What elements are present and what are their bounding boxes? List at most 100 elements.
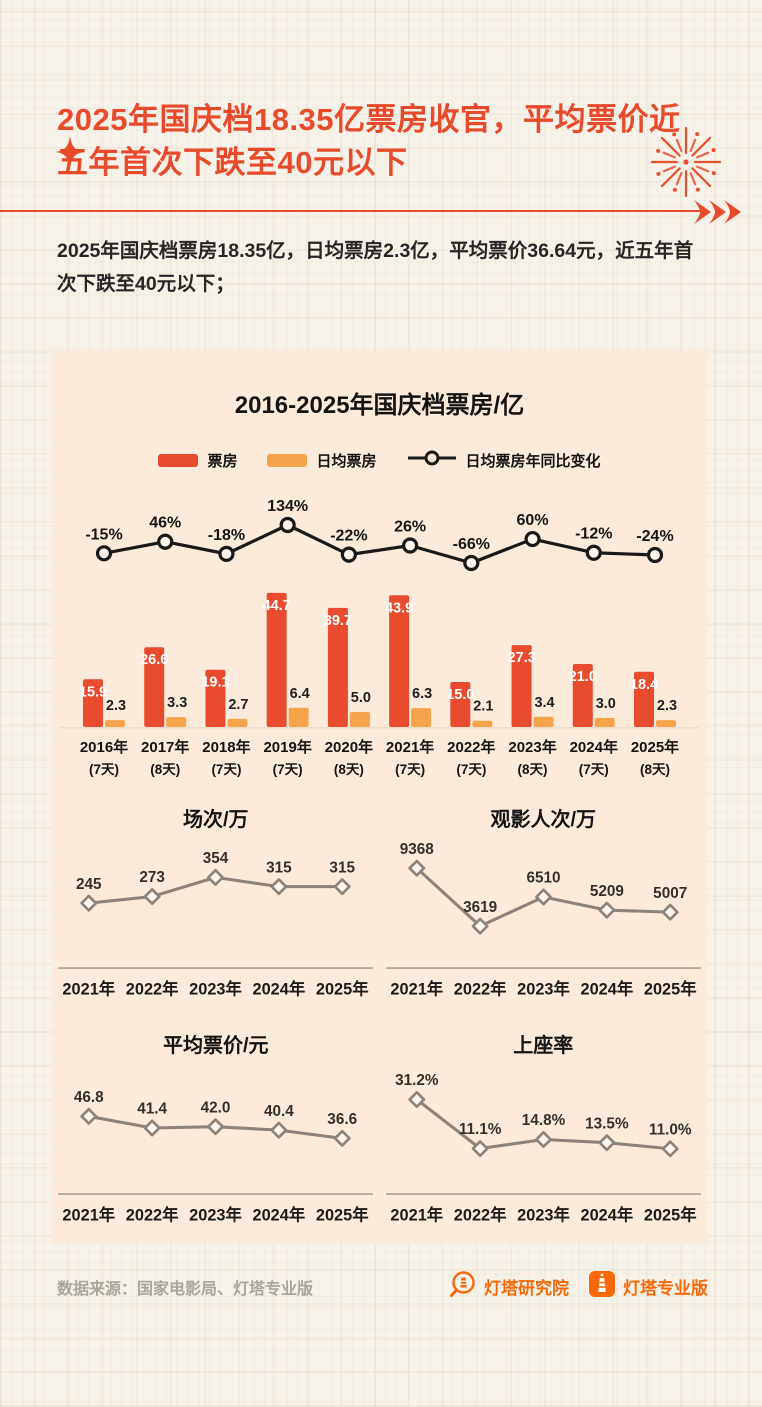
svg-text:2021年: 2021年 bbox=[63, 980, 116, 999]
dengta-research-logo: 灯塔研究院 bbox=[448, 1269, 569, 1304]
svg-text:14.8%: 14.8% bbox=[522, 1112, 566, 1129]
svg-text:2.3: 2.3 bbox=[106, 698, 126, 714]
svg-text:(8天): (8天) bbox=[640, 762, 670, 777]
footer-logos: 灯塔研究院 灯塔专业版 bbox=[448, 1269, 708, 1304]
chart-occupancy-svg: 31.2% 2021年 11.1% 2022年 14.8% 2023年 13.5% 2024年… bbox=[385, 1072, 701, 1225]
svg-text:31.2%: 31.2% bbox=[395, 1072, 439, 1089]
chart-sessions-title: 场次/万 bbox=[182, 809, 249, 832]
svg-text:3.0: 3.0 bbox=[596, 696, 616, 712]
dengta-research-label: 灯塔研究院 bbox=[484, 1279, 569, 1299]
svg-text:2025年: 2025年 bbox=[316, 1206, 369, 1225]
svg-text:2016年: 2016年 bbox=[80, 738, 128, 756]
main-combo-chart: 15.92.32016年(7天)26.63.32017年(8天)19.12.72… bbox=[60, 498, 699, 777]
svg-text:2024年: 2024年 bbox=[570, 738, 618, 756]
svg-text:3.3: 3.3 bbox=[167, 695, 187, 711]
dengta-pro-logo: 灯塔专业版 bbox=[587, 1269, 708, 1304]
chart-panel: 2016-2025年国庆档票房/亿 票房 日均票房 日均票房年同比变化 15.9… bbox=[52, 351, 707, 1244]
svg-text:-24%: -24% bbox=[636, 528, 673, 545]
chart-admissions-title: 观影人次/万 bbox=[490, 809, 597, 832]
svg-text:15.0: 15.0 bbox=[446, 687, 474, 703]
svg-text:6.3: 6.3 bbox=[412, 686, 432, 702]
svg-text:46.8: 46.8 bbox=[74, 1089, 104, 1106]
svg-text:315: 315 bbox=[266, 859, 292, 876]
svg-text:2024年: 2024年 bbox=[253, 1206, 306, 1225]
svg-text:2023年: 2023年 bbox=[517, 1206, 570, 1225]
svg-text:18.4: 18.4 bbox=[630, 677, 658, 693]
svg-text:36.6: 36.6 bbox=[328, 1111, 358, 1128]
svg-text:9368: 9368 bbox=[399, 841, 434, 858]
svg-text:-15%: -15% bbox=[85, 526, 122, 543]
svg-text:2019年: 2019年 bbox=[263, 738, 311, 756]
page-title: 2025年国庆档18.35亿票房收官，平均票价近五年首次下跌至40元以下 bbox=[57, 102, 681, 181]
svg-text:5.0: 5.0 bbox=[351, 690, 371, 706]
svg-text:-66%: -66% bbox=[453, 536, 490, 553]
svg-text:(8天): (8天) bbox=[150, 762, 180, 777]
lighthouse-app-icon bbox=[587, 1269, 617, 1304]
svg-text:19.1: 19.1 bbox=[201, 675, 229, 691]
svg-text:273: 273 bbox=[140, 869, 166, 886]
svg-text:2024年: 2024年 bbox=[580, 980, 633, 999]
chart-admissions-svg: 9368 2021年 3619 2022年 6510 2023年 5209 2024年 5007… bbox=[385, 841, 701, 999]
svg-text:(7天): (7天) bbox=[456, 762, 486, 777]
svg-text:5007: 5007 bbox=[653, 885, 687, 902]
svg-text:5209: 5209 bbox=[590, 883, 624, 900]
chart-sessions-svg: 245 2021年 273 2022年 354 2023年 315 2024年 315 2025年 bbox=[58, 850, 374, 999]
svg-text:134%: 134% bbox=[267, 498, 308, 515]
svg-text:(8天): (8天) bbox=[518, 762, 548, 777]
svg-text:2020年: 2020年 bbox=[325, 738, 373, 756]
svg-text:(8天): (8天) bbox=[334, 762, 364, 777]
svg-text:2023年: 2023年 bbox=[189, 1206, 242, 1225]
svg-text:11.0%: 11.0% bbox=[649, 1122, 692, 1139]
svg-text:2022年: 2022年 bbox=[454, 980, 507, 999]
boxoffice-swatch-icon bbox=[158, 454, 199, 468]
svg-text:21.0: 21.0 bbox=[569, 669, 597, 685]
svg-text:13.5%: 13.5% bbox=[585, 1115, 629, 1132]
svg-text:2025年: 2025年 bbox=[316, 980, 369, 999]
chart-admissions: 观影人次/万 9368 2021年 3619 2022年 6510 2023年 5209 20… bbox=[380, 803, 708, 1005]
svg-text:2021年: 2021年 bbox=[386, 738, 434, 756]
svg-text:(7天): (7天) bbox=[579, 762, 609, 777]
svg-text:2.3: 2.3 bbox=[657, 698, 677, 714]
svg-text:-22%: -22% bbox=[330, 528, 367, 545]
triple-arrow-icon bbox=[694, 199, 752, 230]
legend-item-daily-boxoffice: 日均票房 bbox=[267, 450, 377, 471]
lighthouse-badge-icon bbox=[448, 1269, 478, 1304]
svg-text:(7天): (7天) bbox=[211, 762, 241, 777]
svg-text:2022年: 2022年 bbox=[447, 738, 495, 756]
svg-text:46%: 46% bbox=[149, 515, 181, 532]
svg-text:2018年: 2018年 bbox=[202, 738, 250, 756]
svg-text:245: 245 bbox=[76, 876, 102, 893]
svg-text:2021年: 2021年 bbox=[63, 1206, 116, 1225]
svg-text:43.9: 43.9 bbox=[385, 600, 413, 616]
svg-text:26%: 26% bbox=[394, 519, 426, 536]
svg-text:2021年: 2021年 bbox=[390, 980, 443, 999]
svg-text:2025年: 2025年 bbox=[644, 980, 697, 999]
svg-text:2022年: 2022年 bbox=[454, 1206, 507, 1225]
chart-sessions: 场次/万 245 2021年 273 2022年 354 2023年 315 2024年 315… bbox=[52, 803, 380, 1005]
svg-text:(7天): (7天) bbox=[273, 762, 303, 777]
svg-text:2025年: 2025年 bbox=[644, 1206, 697, 1225]
chart-occupancy-title: 上座率 bbox=[513, 1035, 574, 1058]
divider-line bbox=[0, 209, 700, 213]
svg-text:3619: 3619 bbox=[463, 899, 497, 916]
svg-text:-12%: -12% bbox=[575, 526, 612, 543]
dengta-pro-label: 灯塔专业版 bbox=[623, 1279, 708, 1299]
legend-label: 票房 bbox=[207, 453, 238, 471]
svg-text:2022年: 2022年 bbox=[126, 980, 179, 999]
svg-text:40.4: 40.4 bbox=[264, 1103, 294, 1120]
small-charts-grid: 场次/万 245 2021年 273 2022年 354 2023年 315 2024年 315… bbox=[52, 803, 707, 1231]
svg-text:(7天): (7天) bbox=[395, 762, 425, 777]
svg-text:11.1%: 11.1% bbox=[459, 1121, 502, 1138]
legend-label: 日均票房年同比变化 bbox=[465, 453, 601, 471]
svg-text:2024年: 2024年 bbox=[253, 980, 306, 999]
svg-text:354: 354 bbox=[203, 850, 229, 867]
svg-text:2023年: 2023年 bbox=[189, 980, 242, 999]
svg-text:60%: 60% bbox=[517, 512, 549, 529]
svg-text:26.6: 26.6 bbox=[140, 652, 168, 668]
svg-text:2.7: 2.7 bbox=[228, 697, 248, 713]
svg-text:2024年: 2024年 bbox=[580, 1206, 633, 1225]
svg-text:42.0: 42.0 bbox=[201, 1099, 231, 1116]
svg-text:6510: 6510 bbox=[526, 870, 560, 887]
svg-text:2021年: 2021年 bbox=[390, 1206, 443, 1225]
svg-text:44.7: 44.7 bbox=[263, 598, 291, 614]
